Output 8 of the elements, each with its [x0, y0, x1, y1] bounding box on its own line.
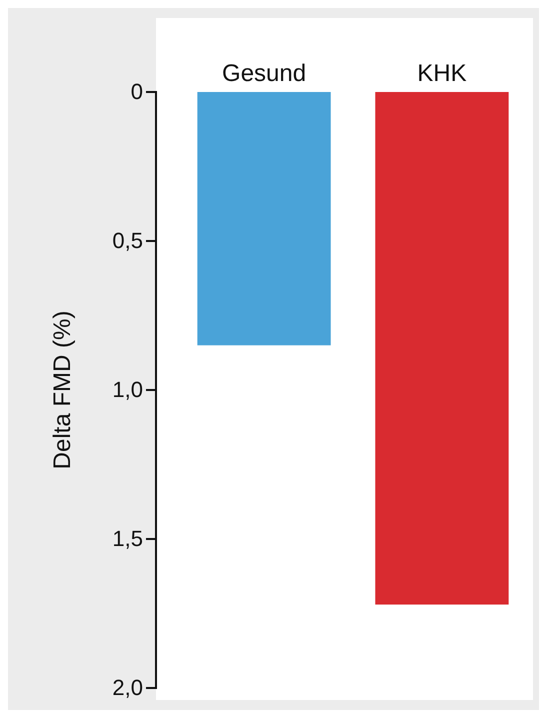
y-tick-label: 0,5	[112, 228, 143, 254]
y-tick-label: 0	[130, 79, 143, 104]
x-tick-label: Gesund	[222, 60, 306, 87]
x-tick-label: KHK	[417, 60, 467, 87]
y-axis-title: Delta FMD (%)	[49, 310, 76, 470]
y-tick-label: 2,0	[112, 675, 143, 700]
y-tick-label: 1,0	[112, 377, 143, 402]
y-tick-label: 1,5	[112, 526, 143, 552]
